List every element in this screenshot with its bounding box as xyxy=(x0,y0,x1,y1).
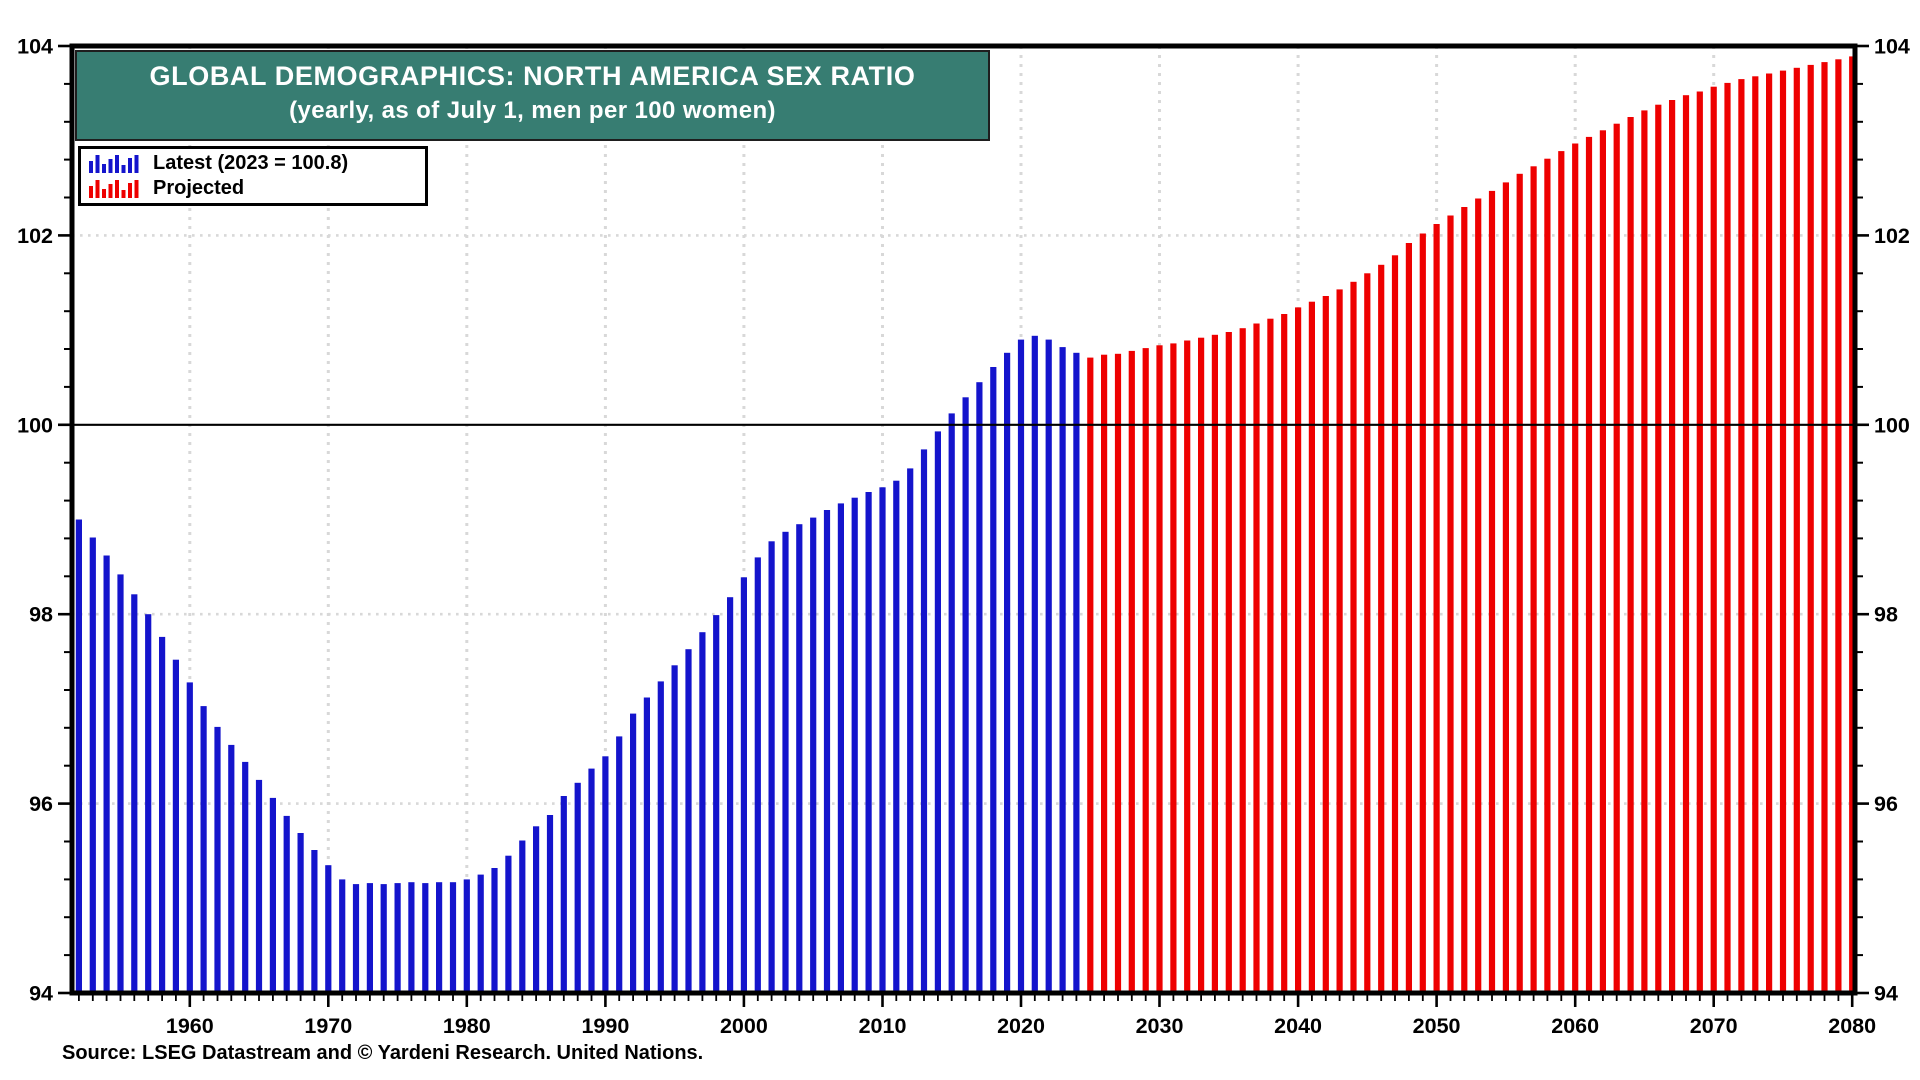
x-axis-ticks-labels: 1960 1970 1980 1990 2000 2010 2020 2030 2040 2050… xyxy=(166,995,1876,1038)
svg-text:104: 104 xyxy=(17,35,53,59)
svg-text:96: 96 xyxy=(29,792,53,816)
svg-text:1980: 1980 xyxy=(443,1014,491,1038)
svg-text:98: 98 xyxy=(1874,603,1898,627)
svg-text:1990: 1990 xyxy=(581,1014,629,1038)
svg-text:96: 96 xyxy=(1874,792,1898,816)
y-axis-ticks-labels: 94 94 96 96 98 98 100 100 102 102 104 104 xyxy=(17,35,1910,1006)
svg-text:2030: 2030 xyxy=(1136,1014,1184,1038)
svg-text:2000: 2000 xyxy=(720,1014,768,1038)
svg-text:98: 98 xyxy=(29,603,53,627)
legend-label-latest: Latest (2023 = 100.8) xyxy=(153,152,349,174)
chart-title-box: GLOBAL DEMOGRAPHICS: NORTH AMERICA SEX R… xyxy=(75,50,990,141)
svg-text:2060: 2060 xyxy=(1551,1014,1599,1038)
svg-text:2020: 2020 xyxy=(997,1014,1045,1038)
svg-text:1970: 1970 xyxy=(304,1014,352,1038)
x-axis-minor-ticks xyxy=(78,995,1840,1001)
svg-text:2080: 2080 xyxy=(1828,1014,1876,1038)
blue-bars-icon xyxy=(89,155,139,173)
svg-text:104: 104 xyxy=(1874,35,1910,59)
svg-text:2010: 2010 xyxy=(859,1014,907,1038)
svg-text:94: 94 xyxy=(29,982,53,1006)
source-note: Source: LSEG Datastream and © Yardeni Re… xyxy=(62,1042,704,1064)
legend-item-projected: Projected xyxy=(89,177,417,200)
svg-text:1960: 1960 xyxy=(166,1014,214,1038)
legend-item-latest: Latest (2023 = 100.8) xyxy=(89,152,417,175)
chart-title: GLOBAL DEMOGRAPHICS: NORTH AMERICA SEX R… xyxy=(149,61,916,91)
bar-series-projected xyxy=(1087,56,1856,994)
svg-text:102: 102 xyxy=(1874,224,1910,248)
svg-text:2070: 2070 xyxy=(1690,1014,1738,1038)
svg-text:100: 100 xyxy=(1874,413,1910,437)
chart-subtitle: (yearly, as of July 1, men per 100 women… xyxy=(289,97,776,124)
horizontal-gridlines xyxy=(72,234,1855,805)
svg-text:102: 102 xyxy=(17,224,53,248)
chart-legend: Latest (2023 = 100.8) Projected xyxy=(78,146,428,206)
svg-text:94: 94 xyxy=(1874,982,1898,1006)
svg-text:2040: 2040 xyxy=(1274,1014,1322,1038)
y-axis-minor-ticks xyxy=(64,82,1863,957)
bar-series-latest xyxy=(75,335,1080,994)
red-bars-icon xyxy=(89,180,139,198)
svg-text:100: 100 xyxy=(17,413,53,437)
svg-text:2050: 2050 xyxy=(1413,1014,1461,1038)
plot-frame xyxy=(69,43,1858,996)
legend-label-projected: Projected xyxy=(153,177,245,199)
